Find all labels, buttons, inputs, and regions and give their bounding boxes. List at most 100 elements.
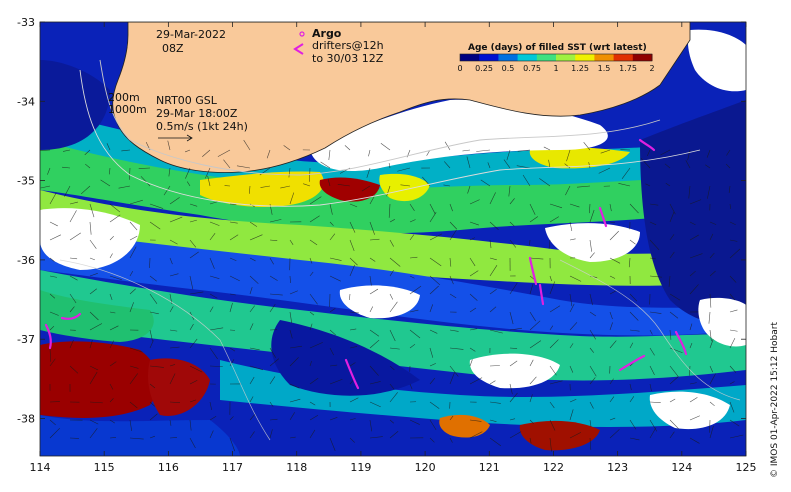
current-vector <box>249 396 254 403</box>
current-vector <box>569 293 573 307</box>
current-vector <box>149 365 164 368</box>
current-vector <box>409 309 419 313</box>
sst-band-blue-mid <box>40 230 746 336</box>
current-vector <box>129 401 138 409</box>
legend-title: Age (days) of filled SST (wrt latest) <box>468 43 647 53</box>
current-vector <box>149 329 153 342</box>
current-vector <box>549 339 559 349</box>
current-vector <box>508 185 511 197</box>
current-vector <box>729 365 737 373</box>
current-vector <box>243 139 251 151</box>
current-vector <box>389 239 394 247</box>
current-vector <box>543 146 551 151</box>
current-vector <box>509 327 522 331</box>
current-vector <box>69 232 81 241</box>
current-vector <box>269 219 282 223</box>
current-vector <box>329 364 338 367</box>
legend-tick-label: 1.5 <box>598 64 611 73</box>
current-vector <box>469 431 483 439</box>
current-vector <box>249 347 260 351</box>
current-vector <box>549 419 556 431</box>
current-vector <box>689 397 698 403</box>
current-vector <box>709 373 716 385</box>
current-vector <box>388 203 391 218</box>
current-vector <box>689 284 699 295</box>
current-vector <box>503 159 511 169</box>
current-vector <box>349 293 351 301</box>
current-vector <box>189 291 204 295</box>
current-vector <box>649 275 662 278</box>
sst-region-yellow-east <box>529 147 630 169</box>
current-vector <box>169 239 178 245</box>
current-vector <box>509 383 513 395</box>
current-vector <box>209 201 218 205</box>
current-vector <box>689 270 696 277</box>
current-vector <box>709 252 715 259</box>
current-vector <box>669 234 675 241</box>
current-vector <box>569 221 573 232</box>
current-vector <box>449 203 453 212</box>
current-vector <box>449 372 455 385</box>
argo-marker-icon <box>299 31 305 37</box>
current-vector <box>689 437 700 444</box>
current-vector <box>509 418 516 421</box>
legend-tick-label: 0 <box>457 64 462 73</box>
current-vector <box>329 257 342 261</box>
current-vector <box>80 185 91 195</box>
current-vector <box>169 437 178 439</box>
current-vector <box>669 203 676 215</box>
current-vector <box>309 293 318 305</box>
current-vector <box>129 419 132 432</box>
current-vector <box>649 401 661 404</box>
current-vector <box>729 203 731 210</box>
current-vector <box>269 401 274 407</box>
current-vector <box>729 401 735 413</box>
current-vector <box>569 322 578 331</box>
isobath-1000m <box>79 69 701 207</box>
current-vector <box>469 237 475 241</box>
current-vector <box>629 383 632 391</box>
x-tick-label: 117 <box>222 461 243 474</box>
current-vector <box>509 431 522 439</box>
cloud-patch-coast <box>310 99 608 171</box>
current-vector <box>529 284 534 295</box>
x-tick-label: 115 <box>94 461 115 474</box>
current-vector <box>89 239 97 249</box>
current-vector <box>309 360 312 367</box>
current-vector <box>549 401 555 409</box>
current-vector <box>618 183 631 187</box>
current-vector <box>49 325 55 331</box>
current-vector <box>409 203 415 211</box>
x-tick-label: 121 <box>479 461 500 474</box>
current-vector <box>469 328 478 331</box>
current-vector <box>329 307 336 313</box>
date-label: 29-Mar-2022 <box>156 28 226 41</box>
x-tick-label: 122 <box>543 461 564 474</box>
current-vector <box>309 311 315 316</box>
current-vector <box>229 347 236 352</box>
current-vector <box>386 185 391 197</box>
current-vector <box>569 365 574 373</box>
current-vector <box>389 347 400 350</box>
isobath-deep-2 <box>559 259 741 401</box>
current-vector <box>229 293 236 296</box>
current-vector <box>269 275 278 281</box>
legend-color-swatch <box>575 54 595 61</box>
current-vector <box>729 309 738 313</box>
current-vector <box>320 161 331 169</box>
legend-color-swatch <box>517 54 538 61</box>
current-vector <box>480 179 491 187</box>
current-vector <box>349 311 359 314</box>
x-tick-label: 124 <box>671 461 692 474</box>
current-vector <box>49 234 61 241</box>
current-vector <box>569 303 575 313</box>
current-vector <box>249 185 251 194</box>
current-vector <box>509 282 518 295</box>
current-vector <box>289 192 295 205</box>
current-vector <box>329 329 336 336</box>
y-axis: -33 -34 -35 -36 -37 -38 <box>17 16 746 426</box>
current-vector <box>329 233 336 241</box>
current-vector <box>309 257 313 264</box>
current-vector <box>349 346 358 349</box>
